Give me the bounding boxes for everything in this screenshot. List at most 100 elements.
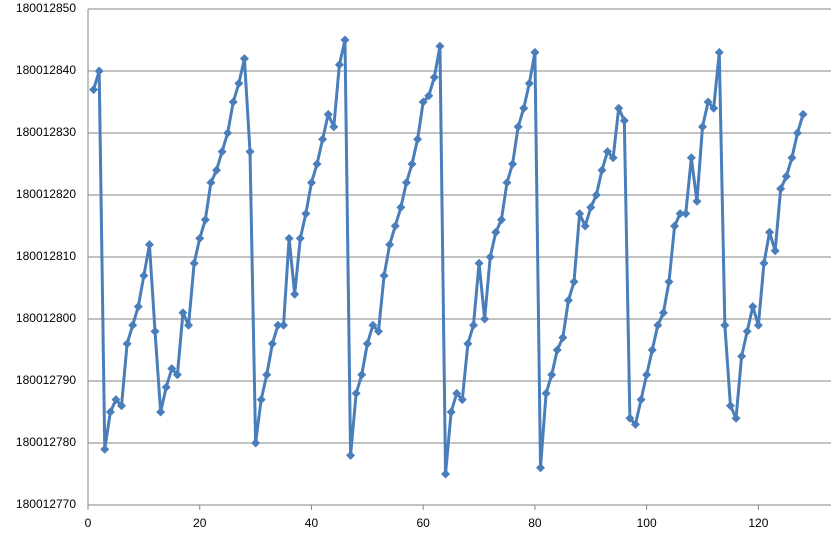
marker: [569, 277, 579, 287]
y-tick-label: 180012820: [16, 187, 76, 201]
marker: [575, 209, 585, 219]
marker: [273, 320, 283, 330]
marker: [474, 258, 484, 268]
marker: [156, 407, 166, 417]
marker: [228, 97, 238, 107]
marker: [485, 252, 495, 262]
marker: [670, 221, 680, 231]
marker: [759, 258, 769, 268]
marker: [530, 47, 540, 57]
marker: [709, 103, 719, 113]
marker: [413, 134, 423, 144]
marker: [256, 395, 266, 405]
x-tick-label: 20: [193, 516, 207, 530]
marker: [703, 97, 713, 107]
marker: [452, 388, 462, 398]
marker: [491, 227, 501, 237]
marker: [267, 339, 277, 349]
marker: [329, 122, 339, 132]
marker: [357, 370, 367, 380]
marker: [396, 202, 406, 212]
marker: [519, 103, 529, 113]
y-tick-label: 180012840: [16, 63, 76, 77]
marker: [742, 326, 752, 336]
marker: [725, 401, 735, 411]
marker: [630, 419, 640, 429]
marker: [647, 345, 657, 355]
marker: [468, 320, 478, 330]
x-tick-label: 80: [528, 516, 542, 530]
y-tick-label: 180012780: [16, 435, 76, 449]
marker: [580, 221, 590, 231]
x-tick-label: 0: [85, 516, 92, 530]
marker: [385, 240, 395, 250]
marker: [731, 413, 741, 423]
marker: [513, 122, 523, 132]
marker: [541, 388, 551, 398]
marker: [586, 202, 596, 212]
marker: [100, 444, 110, 454]
marker: [368, 320, 378, 330]
marker: [787, 153, 797, 163]
marker: [441, 469, 451, 479]
marker: [245, 147, 255, 157]
marker: [737, 351, 747, 361]
marker: [418, 97, 428, 107]
marker: [748, 302, 758, 312]
marker: [150, 326, 160, 336]
marker: [189, 258, 199, 268]
marker: [312, 159, 322, 169]
marker: [346, 450, 356, 460]
y-tick-label: 180012800: [16, 311, 76, 325]
marker: [798, 109, 808, 119]
marker: [753, 320, 763, 330]
marker: [206, 178, 216, 188]
marker: [692, 196, 702, 206]
marker: [653, 320, 663, 330]
marker: [105, 407, 115, 417]
marker: [334, 60, 344, 70]
marker: [429, 72, 439, 82]
marker: [94, 66, 104, 76]
marker: [133, 302, 143, 312]
y-tick-label: 180012830: [16, 125, 76, 139]
y-tick-label: 180012850: [16, 1, 76, 15]
marker: [435, 41, 445, 51]
marker: [223, 128, 233, 138]
marker: [340, 35, 350, 45]
marker: [295, 233, 305, 243]
x-tick-label: 100: [637, 516, 657, 530]
marker: [239, 54, 249, 64]
marker: [720, 320, 730, 330]
marker: [608, 153, 618, 163]
marker: [318, 134, 328, 144]
marker: [211, 165, 221, 175]
marker: [446, 407, 456, 417]
marker: [390, 221, 400, 231]
marker: [139, 271, 149, 281]
marker: [306, 178, 316, 188]
marker: [167, 364, 177, 374]
marker: [536, 463, 546, 473]
x-tick-label: 120: [748, 516, 768, 530]
marker: [362, 339, 372, 349]
marker: [552, 345, 562, 355]
y-tick-label: 180012810: [16, 249, 76, 263]
marker: [401, 178, 411, 188]
marker: [290, 289, 300, 299]
marker: [480, 314, 490, 324]
marker: [184, 320, 194, 330]
marker: [591, 190, 601, 200]
marker: [301, 209, 311, 219]
marker: [200, 215, 210, 225]
marker: [636, 395, 646, 405]
marker: [603, 147, 613, 157]
marker: [642, 370, 652, 380]
marker: [765, 227, 775, 237]
marker: [675, 209, 685, 219]
marker: [686, 153, 696, 163]
marker: [681, 209, 691, 219]
marker: [463, 339, 473, 349]
